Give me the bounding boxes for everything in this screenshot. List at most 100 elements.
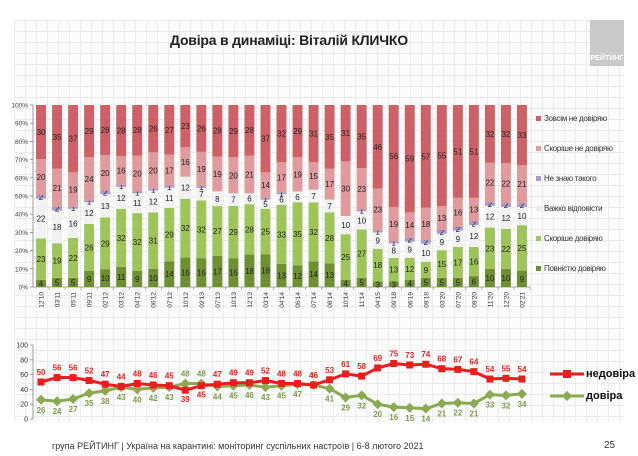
bar-segment-hard-to-say [84,202,95,224]
bar-data-label: 32 [117,234,126,243]
bar-x-tick-label: 05'11 [71,292,78,308]
bar-data-label: 35 [357,133,366,142]
legend-item-rather-distrust: Скоріше не довіряю [536,144,613,153]
line-point-trust [180,378,191,389]
line-data-label-distrust: 64 [469,358,478,367]
bar-data-label: 6 [247,195,252,204]
bar-data-label: 12 [117,194,126,203]
bar-data-label: 20 [133,169,142,178]
bar-data-label: 6 [295,193,300,202]
line-data-label-trust: 21 [469,409,478,418]
bar-data-label: 30 [37,128,46,137]
line-data-label-distrust: 39 [181,395,190,404]
bar-segment-fully-trust [372,281,383,287]
bar-data-label: 28 [213,127,222,136]
bar-x-tick-label: 04'12 [135,292,142,308]
bar-data-label: 9 [408,246,413,255]
bar-data-label: 10 [421,249,430,258]
bar-segment-fully-trust [68,277,79,287]
line-y-tick-label: 20 [20,402,28,409]
line-point-distrust [406,361,414,369]
line-point-distrust [390,360,398,367]
line-data-label-distrust: 45 [165,372,174,381]
bar-segment-fully-distrust [228,105,239,158]
bar-segment-fully-trust [484,268,495,287]
line-point-distrust [518,375,526,383]
bar-data-label: 20 [149,167,158,176]
line-data-label-distrust: 74 [421,350,430,359]
bar-segment-hard-to-say [420,243,431,262]
line-point-distrust [422,360,430,368]
line-point-distrust [326,376,334,384]
line-point-distrust [149,381,157,389]
bar-data-label: 10 [518,212,527,221]
line-point-trust [36,394,47,405]
line-data-label-trust: 41 [325,395,334,404]
legend-swatch-icon [536,236,541,241]
bar-data-label: 46 [373,143,382,152]
bar-data-label: 16 [469,258,478,267]
bar-data-label: 10 [357,216,366,225]
bar-segment-fully-trust [52,277,63,287]
line-data-label-distrust: 53 [325,366,334,375]
bar-data-label: 22 [485,178,494,187]
line-data-label-distrust: 56 [53,364,62,373]
bar-data-label: 18 [261,267,270,276]
bar-data-label: 13 [437,214,446,223]
bar-segment-fully-distrust [148,105,159,153]
bar-segment-rather-distrust [404,212,415,238]
bar-data-label: 2 [55,205,60,214]
bar-data-label: 9 [375,237,380,246]
line-data-label-trust: 40 [133,395,142,404]
bar-data-label: 1 [199,183,204,192]
bar-data-label: 19 [293,170,302,179]
bar-segment-fully-distrust [180,105,191,148]
bar-segment-dont-know [500,203,511,207]
line-data-label-trust: 45 [229,392,238,401]
line-data-label-distrust: 69 [373,354,382,363]
bar-data-label: 29 [101,239,110,248]
bar-segment-rather-trust [404,257,415,280]
bar-segment-hard-to-say [36,198,46,239]
bar-segment-rather-trust [68,237,79,278]
bar-data-label: 23 [37,255,46,264]
bar-segment-rather-distrust [340,161,351,217]
bar-data-label: 28 [117,126,126,135]
bar-data-label: 28 [245,126,254,135]
bar-segment-rather-distrust [180,147,191,177]
bar-segment-hard-to-say [404,241,415,258]
bar-data-label: 37 [261,135,270,144]
bar-segment-rather-trust [468,246,479,277]
bar-data-label: 27 [357,250,366,259]
bar-y-tick-label: 20% [15,248,28,255]
legend-swatch-icon [536,266,541,271]
bar-segment-fully-trust [228,258,239,287]
bar-segment-fully-distrust [276,105,287,163]
bar-segment-rather-trust [36,238,46,280]
line-data-label-trust: 35 [85,399,94,408]
bar-data-label: 21 [53,184,62,193]
bar-segment-rather-distrust [420,207,431,241]
bar-data-label: 2 [440,228,445,237]
bar-data-label: 1 [279,189,284,198]
line-y-tick-label: 60 [20,372,28,379]
bar-segment-rather-trust [212,206,223,256]
bar-data-label: 5 [424,278,429,287]
line-point-distrust [101,380,109,388]
bar-x-tick-label: 04'15 [375,292,382,308]
bar-segment-fully-trust [196,258,207,287]
line-data-label-trust: 43 [165,393,174,402]
bar-data-label: 55 [437,152,446,161]
bar-segment-fully-distrust [404,105,415,213]
bar-segment-rather-trust [436,250,447,278]
line-data-label-trust: 44 [213,392,222,401]
bar-segment-dont-know [52,206,63,211]
line-data-label-distrust: 48 [277,369,286,378]
bar-data-label: 5 [456,278,461,287]
bar-data-label: 13 [469,206,478,215]
bar-segment-fully-distrust [36,105,46,160]
legend-item-rather-trust: Скоріше довіряю [536,234,603,243]
line-data-label-distrust: 61 [341,360,350,369]
bar-data-label: 10 [101,274,110,283]
bar-data-label: 56 [389,152,398,161]
